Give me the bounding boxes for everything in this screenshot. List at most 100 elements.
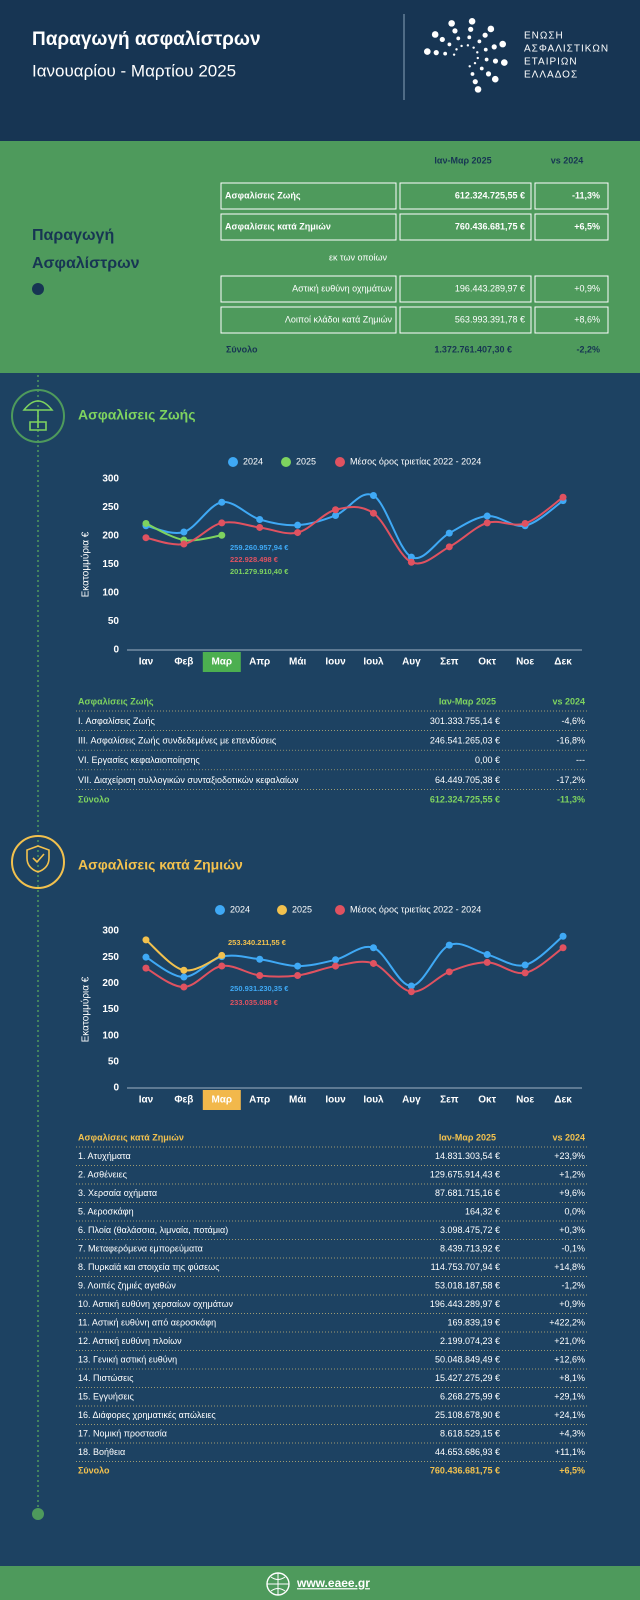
- x-tick-label: Μάι: [289, 1095, 306, 1106]
- y-tick-label: 0: [113, 1083, 119, 1094]
- table-cell: +6,5%: [559, 1465, 585, 1475]
- logo-dot: [485, 71, 492, 77]
- table-cell: +9,6%: [559, 1188, 585, 1198]
- y-tick-label: 200: [102, 978, 119, 989]
- table-cell: Σύνολο: [78, 1465, 110, 1475]
- x-tick-label: Ιουλ: [363, 657, 384, 668]
- logo-dot: [448, 20, 455, 27]
- logo-dot: [456, 36, 461, 41]
- page-subtitle: Ιανουαρίου - Μαρτίου 2025: [32, 61, 236, 80]
- row-label: Αστική ευθύνη οχημάτων: [292, 283, 392, 293]
- legend-label: Μέσος όρος τριετίας 2022 - 2024: [350, 904, 481, 914]
- x-tick-label: Φεβ: [174, 1095, 193, 1106]
- legend-marker: [335, 905, 345, 915]
- row-change: +0,9%: [574, 283, 600, 293]
- table-cell: +0,3%: [559, 1225, 585, 1235]
- logo-dot: [484, 57, 489, 62]
- summary-title: Παραγωγή: [32, 227, 114, 244]
- table-cell: 18. Βοήθεια: [78, 1447, 125, 1457]
- cell-box: [220, 275, 397, 303]
- y-tick-label: 250: [102, 502, 119, 513]
- table-cell: 0,00 €: [475, 755, 500, 765]
- cell-box: [399, 213, 532, 241]
- x-tick-label: Ιουν: [325, 1095, 346, 1106]
- data-point: [294, 521, 302, 529]
- logo-dot: [501, 59, 508, 66]
- logo-dot: [487, 25, 495, 33]
- table-cell: 164,32 €: [465, 1206, 500, 1216]
- section-icon: [11, 389, 65, 443]
- table-cell: 8.618.529,15 €: [440, 1428, 500, 1438]
- category-highlight: [202, 1090, 241, 1110]
- table-cell: 2.199.074,23 €: [440, 1336, 500, 1346]
- table-cell: 14. Πιστώσεις: [78, 1373, 134, 1383]
- data-point: [407, 558, 415, 566]
- table-cell: Ιαν-Μαρ 2025: [439, 696, 496, 706]
- x-tick-label: Δεκ: [554, 657, 572, 668]
- table-cell: ---: [576, 755, 585, 765]
- x-tick-label: Αυγ: [402, 657, 421, 668]
- legend-marker: [281, 457, 291, 467]
- logo-dot: [455, 48, 458, 51]
- data-point: [369, 492, 377, 500]
- logo-dot: [476, 56, 479, 60]
- x-tick-label: Μαρ: [211, 1095, 232, 1106]
- table-cell: -0,1%: [561, 1243, 585, 1253]
- table-cell: 114.753.707,94 €: [431, 1262, 500, 1272]
- data-label: 253.340.211,55 €: [228, 938, 287, 947]
- table-cell: Σύνολο: [78, 794, 110, 804]
- y-tick-label: 50: [108, 616, 120, 627]
- table-cell: 129.675.914,43 €: [430, 1169, 500, 1179]
- table-cell: 15.427.275,29 €: [435, 1373, 500, 1383]
- table-cell: Ασφαλίσεις κατά Ζημιών: [78, 1132, 184, 1142]
- data-point: [180, 983, 188, 991]
- x-tick-label: Φεβ: [174, 657, 193, 668]
- table-cell: 760.436.681,75 €: [430, 1465, 500, 1475]
- data-point: [369, 944, 377, 952]
- logo-dot: [491, 44, 497, 50]
- table-cell: 15. Εγγυήσεις: [78, 1391, 135, 1401]
- data-point: [483, 958, 491, 966]
- x-tick-label: Μάι: [289, 657, 306, 668]
- data-label: 222.928.498 €: [230, 555, 279, 564]
- table-cell: 1. Ατυχήματα: [78, 1151, 131, 1161]
- table-cell: -16,8%: [556, 736, 585, 746]
- logo-dot: [499, 40, 506, 48]
- data-point: [369, 509, 377, 517]
- logo-dot: [479, 66, 484, 71]
- table-cell: 169.839,19 €: [447, 1317, 500, 1327]
- summary-title: Ασφαλίστρων: [32, 255, 140, 272]
- data-point: [407, 982, 415, 990]
- table-cell: I. Ασφαλίσεις Ζωής: [78, 716, 156, 726]
- row-value: 612.324.725,55 €: [455, 190, 525, 200]
- x-tick-label: Δεκ: [554, 1095, 572, 1106]
- data-point: [218, 951, 226, 959]
- cell-box: [534, 182, 609, 210]
- y-axis-label: Εκατομμύρια €: [80, 531, 92, 597]
- table-cell: -1,2%: [561, 1280, 585, 1290]
- data-point: [559, 493, 567, 501]
- category-highlight: [202, 652, 241, 672]
- footer-link[interactable]: www.eaee.gr: [296, 1576, 370, 1590]
- logo-dot: [473, 61, 477, 65]
- logo-dot: [452, 53, 456, 56]
- x-tick-label: Ιουν: [325, 657, 346, 668]
- x-tick-label: Οκτ: [478, 657, 496, 668]
- table-cell: +24,1%: [554, 1410, 585, 1420]
- data-point: [180, 966, 188, 974]
- y-tick-label: 300: [102, 926, 119, 937]
- cell-box: [220, 306, 397, 334]
- data-point: [218, 531, 226, 539]
- data-point: [407, 553, 415, 561]
- table-cell: vs 2024: [552, 1132, 585, 1142]
- summary-band: [0, 141, 640, 373]
- logo-dot: [433, 50, 439, 56]
- logo-text: ΕΛΛΑΔΟΣ: [524, 70, 578, 81]
- x-tick-label: Σεπ: [440, 657, 459, 668]
- y-tick-label: 50: [108, 1056, 120, 1067]
- data-point: [332, 506, 340, 514]
- data-point: [218, 519, 226, 527]
- x-tick-label: Αυγ: [402, 1095, 421, 1106]
- data-point: [256, 955, 264, 963]
- logo-dot: [472, 46, 475, 49]
